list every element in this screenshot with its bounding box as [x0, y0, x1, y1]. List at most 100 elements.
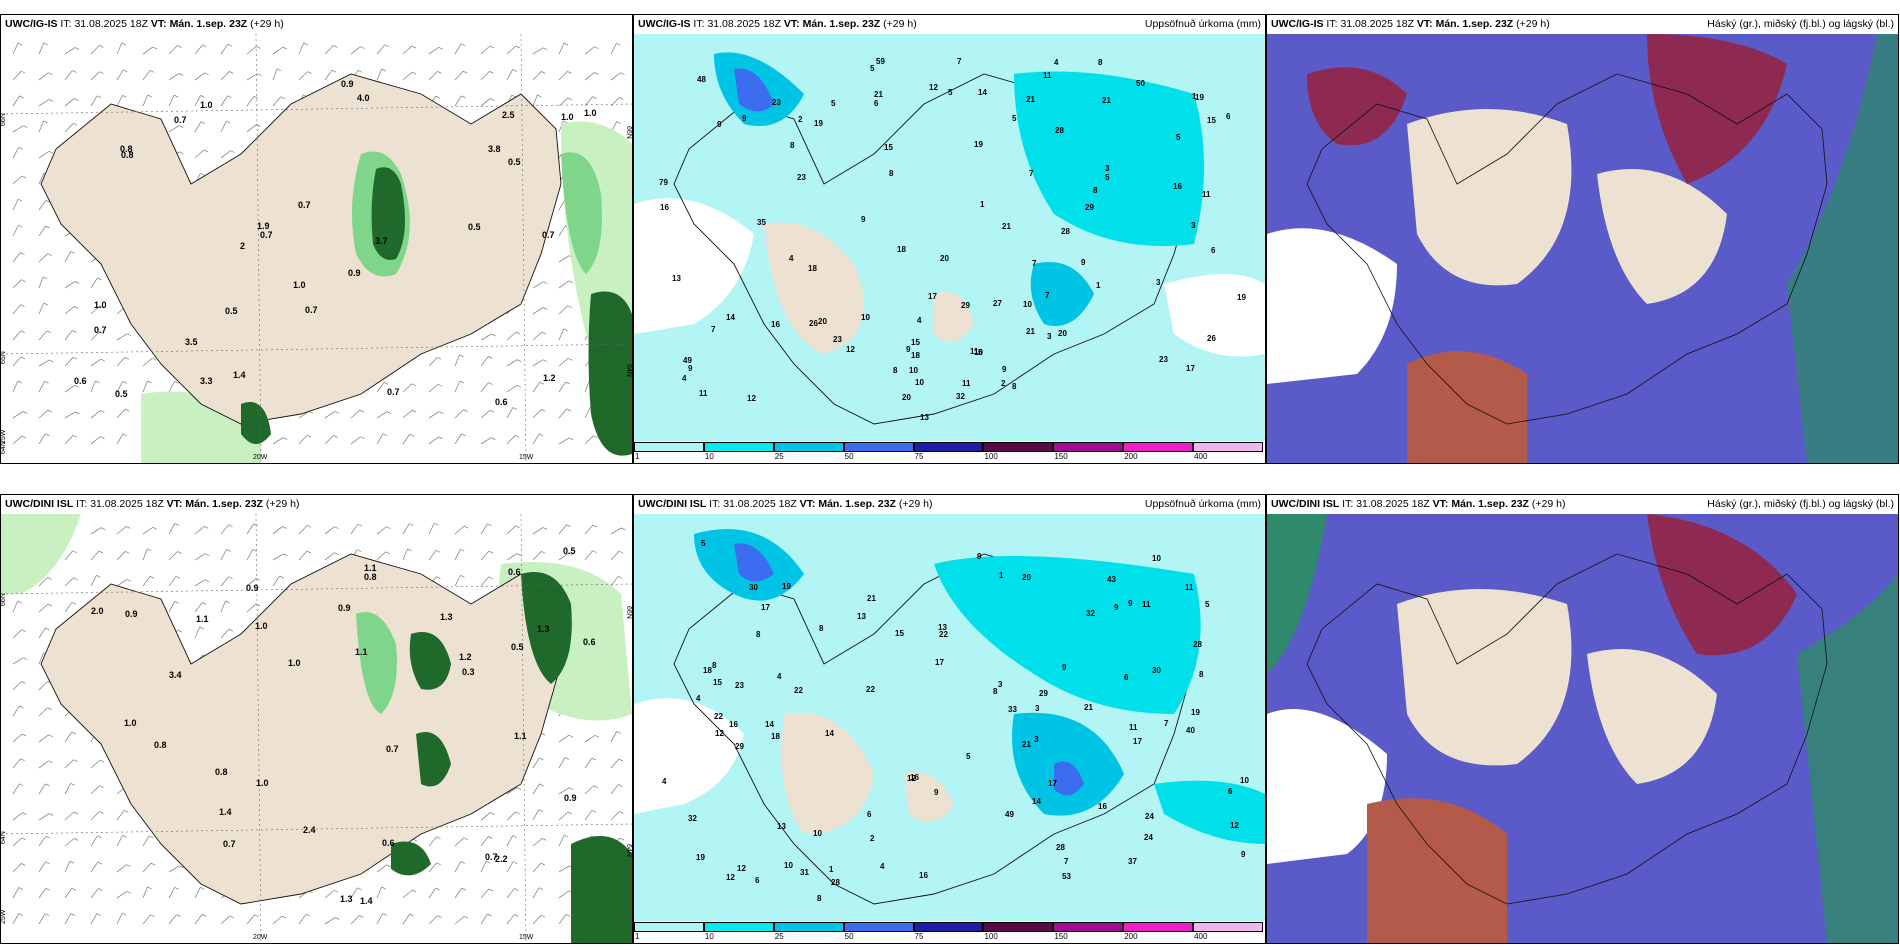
wind-barb [90, 436, 101, 445]
wind-barb [558, 357, 569, 367]
wind-barb [532, 307, 544, 315]
wind-barb [402, 523, 410, 535]
wind-barb [64, 887, 73, 899]
wind-barb-flag [178, 125, 184, 128]
lead-time: (+29 h) [1516, 18, 1550, 30]
lead-time: (+29 h) [898, 498, 933, 510]
iceland-land [40, 73, 562, 425]
wind-barb-flag [122, 433, 128, 437]
wind-barb-flag [591, 809, 597, 813]
wind-barb-flag [125, 550, 130, 554]
wind-barb-flag [516, 553, 522, 556]
wind-barb [142, 886, 148, 899]
wind-barb-flag [514, 914, 519, 917]
wind-barb-flag [18, 887, 23, 890]
wind-barb-flag [279, 575, 284, 579]
wind-barb [90, 811, 100, 821]
wind-barb [298, 525, 308, 535]
wind-barb [12, 125, 24, 133]
wind-barb-flag [45, 887, 51, 891]
value-label: 22 [866, 685, 875, 694]
wind-barb [402, 71, 413, 81]
wind-barb [64, 98, 75, 107]
value-label: 5 [701, 539, 706, 548]
wind-barb [246, 549, 253, 561]
wind-barb [38, 707, 48, 717]
wind-barb [610, 43, 617, 55]
wind-barb [428, 523, 435, 535]
wind-barb-flag [382, 913, 387, 916]
wind-barb [480, 333, 492, 341]
wind-barb [142, 526, 154, 535]
wind-barb-flag [411, 383, 416, 387]
wind-barb [168, 125, 180, 133]
wind-barb [532, 47, 544, 55]
value-label: 10 [784, 861, 793, 870]
wind-barb-flag [282, 437, 288, 440]
value-label: 8 [817, 894, 822, 903]
wind-barb-flag [254, 914, 259, 918]
wind-barb [142, 94, 149, 107]
wind-barb-flag [200, 95, 205, 98]
wind-barb-flag [281, 915, 287, 919]
value-label: 10 [813, 829, 822, 838]
wind-barb-flag [515, 811, 520, 815]
wind-barb-flag [96, 574, 101, 578]
value-label: 7 [1164, 719, 1169, 728]
wind-barb [142, 862, 152, 873]
grid-label: 64N [1, 831, 7, 844]
wind-barb [90, 358, 102, 367]
wind-barb-flag [150, 862, 156, 866]
wind-barb [168, 73, 180, 81]
wind-barb [90, 835, 98, 847]
value-label: 12 [846, 345, 855, 354]
wind-barb [12, 279, 22, 289]
wind-barb [506, 787, 518, 795]
wind-barb [350, 409, 361, 419]
wind-barb-flag [228, 576, 233, 580]
wind-barb-flag [386, 864, 391, 868]
value-labels: 9910334879595012119211520211311161721121… [659, 57, 1246, 422]
wind-barb [324, 552, 335, 561]
wind-barb-flag [152, 526, 158, 530]
value-label: 10 [915, 378, 924, 387]
wind-barb [220, 121, 227, 133]
value-labels: 1.1 1.0 1.1 0.5 2.2 0.9 0.6 1.1 0.7 0.7 0.6 0.3 0.6 0… [91, 546, 596, 906]
colorbar-swatch [1193, 442, 1263, 452]
wind-barb-flag [488, 382, 493, 385]
wind-barb-flag [540, 914, 546, 918]
it-label: IT: [1326, 18, 1338, 30]
model-name: UWC/IG-IS [1271, 18, 1324, 30]
wind-barb [428, 383, 439, 393]
wind-barb-flag [540, 862, 546, 866]
wind-barb-flag [487, 913, 492, 917]
vt-value: Mán. 1.sep. 23Z [1435, 18, 1514, 30]
wind-barb-flag [381, 886, 386, 890]
wind-barb-flag [563, 120, 568, 124]
value-label: 43 [1107, 575, 1116, 584]
wind-barb-flag [542, 527, 548, 530]
wind-barb [506, 69, 514, 81]
value-label: 22 [794, 686, 803, 695]
wind-barb [532, 887, 540, 899]
value-label: 3.5 [185, 337, 198, 347]
wind-barb-flag [229, 915, 234, 919]
wind-barb [532, 433, 540, 445]
wind-barb-flag [619, 837, 625, 841]
wind-barb-flag [19, 783, 24, 787]
colorbar: 1 10 25 50 75 100 150 200 400 [634, 921, 1265, 943]
wind-barb-flag [147, 380, 152, 384]
wind-barb [532, 331, 543, 341]
wind-barb-flag [567, 71, 572, 74]
wind-barb-flag [149, 69, 155, 73]
wind-barb-flag [45, 225, 50, 229]
value-label: 0.9 [246, 583, 259, 593]
wind-barb-flag [619, 811, 624, 814]
wind-barb-flag [542, 307, 548, 310]
value-label: 12 [737, 864, 746, 873]
wind-barb [38, 835, 47, 847]
value-label: 19 [782, 582, 791, 591]
value-label: 3 [1105, 164, 1110, 173]
wind-barb-flag [488, 888, 494, 892]
value-label: 11 [970, 347, 979, 356]
